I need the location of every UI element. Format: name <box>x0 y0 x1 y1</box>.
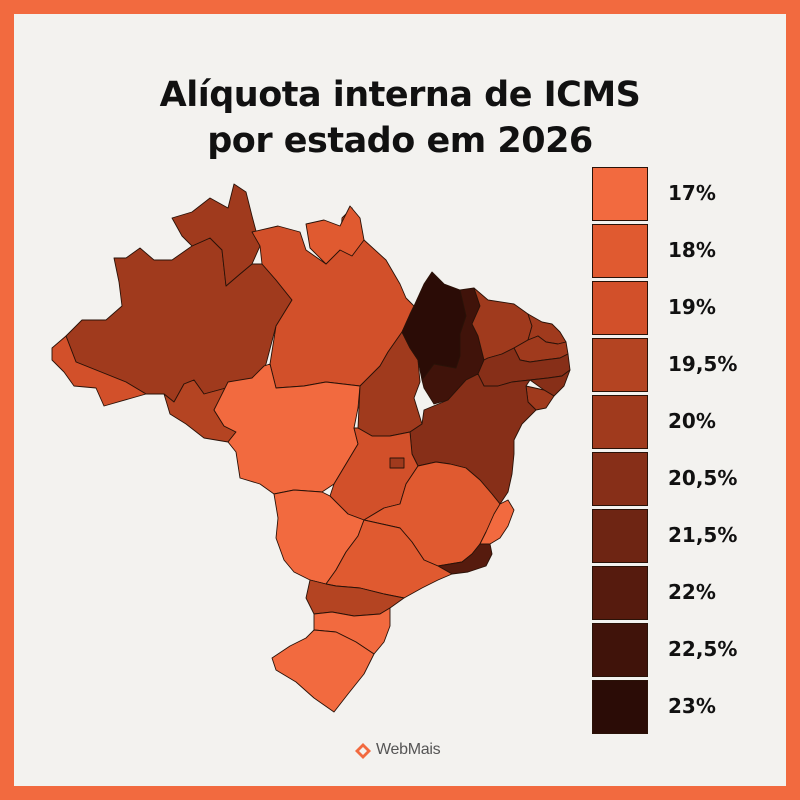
state-es <box>479 499 515 545</box>
state-ap <box>305 205 365 265</box>
legend-item: 21,5% <box>592 509 782 563</box>
state-rs <box>271 629 375 713</box>
legend-swatch <box>592 680 648 734</box>
state-ac <box>51 335 147 407</box>
legend-item: 23% <box>592 680 782 734</box>
legend-swatch <box>592 452 648 506</box>
legend-swatch <box>592 509 648 563</box>
legend-swatch <box>592 338 648 392</box>
state-df <box>389 457 405 469</box>
legend-item: 20,5% <box>592 452 782 506</box>
title-line-1: Alíquota interna de ICMS <box>159 75 641 115</box>
legend-item: 20% <box>592 395 782 449</box>
brazil-map <box>51 183 571 713</box>
legend-swatch <box>592 566 648 620</box>
legend-item: 22% <box>592 566 782 620</box>
legend-swatch <box>592 281 648 335</box>
legend-item: 22,5% <box>592 623 782 677</box>
legend-label: 20,5% <box>668 466 738 490</box>
legend-item: 19% <box>592 281 782 335</box>
legend-item: 17% <box>592 167 782 221</box>
legend-label: 23% <box>668 694 716 718</box>
infographic-card: Alíquota interna de ICMS por estado em 2… <box>14 14 786 786</box>
state-rr <box>171 183 261 287</box>
legend-item: 18% <box>592 224 782 278</box>
legend-label: 18% <box>668 238 716 262</box>
chart-title: Alíquota interna de ICMS por estado em 2… <box>14 72 786 164</box>
title-line-2: por estado em 2026 <box>207 121 593 161</box>
legend-label: 22,5% <box>668 637 738 661</box>
webmais-logo-icon <box>355 743 371 759</box>
state-rj <box>437 543 493 575</box>
state-sp <box>325 519 453 599</box>
legend-label: 19% <box>668 295 716 319</box>
brand-name: WebMais <box>376 741 441 758</box>
legend-label: 17% <box>668 181 716 205</box>
legend-swatch <box>592 224 648 278</box>
legend-item: 19,5% <box>592 338 782 392</box>
legend-label: 19,5% <box>668 352 738 376</box>
legend-label: 22% <box>668 580 716 604</box>
legend-swatch <box>592 167 648 221</box>
legend-label: 20% <box>668 409 716 433</box>
legend-swatch <box>592 623 648 677</box>
legend-swatch <box>592 395 648 449</box>
legend-label: 21,5% <box>668 523 738 547</box>
